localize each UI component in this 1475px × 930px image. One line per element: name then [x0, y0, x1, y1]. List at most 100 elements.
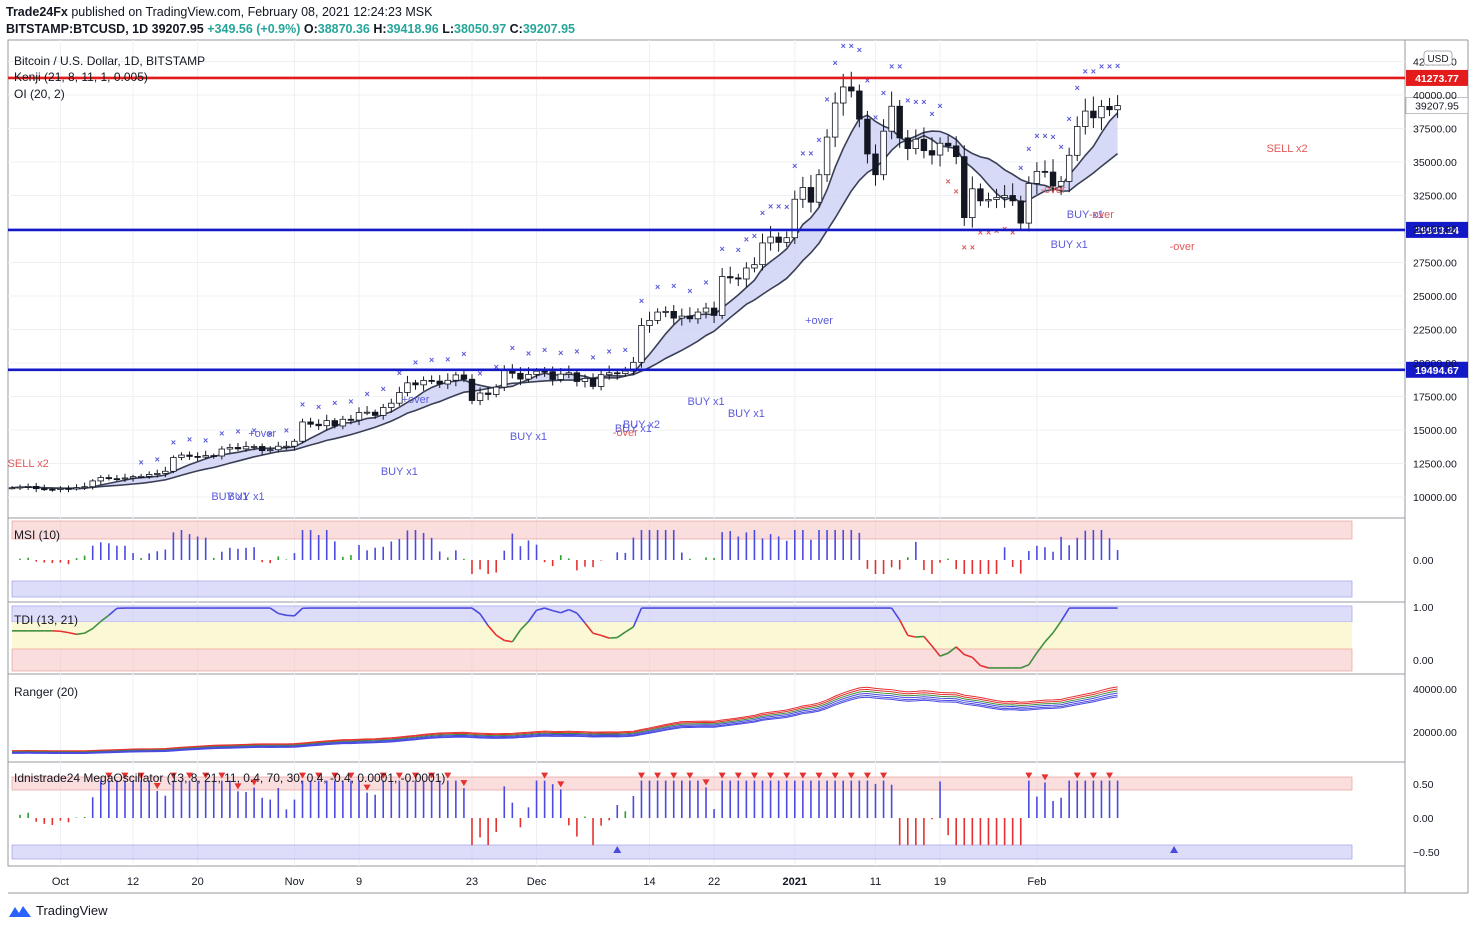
price-axis[interactable]: 10000.00 12500.00 15000.00 17500.00 20000.00… [1413, 57, 1457, 860]
overbought-marker [637, 772, 645, 779]
candle-up [743, 267, 750, 280]
signal-cross-mark: × [849, 41, 854, 51]
signal-cross-mark: × [639, 296, 644, 306]
candle-up [718, 276, 726, 316]
tdi-segment [76, 632, 85, 636]
open-label: O: [303, 22, 318, 36]
candle-up [985, 199, 992, 202]
signal-cross-mark: × [1099, 62, 1104, 72]
signal-cross-mark: × [171, 437, 176, 447]
signal-cross-mark: × [251, 426, 256, 436]
time-tick-label: 9 [356, 876, 362, 888]
currency-label: USD [1427, 54, 1448, 65]
tdi-segment [568, 608, 578, 614]
high-value: 39418.96 [386, 22, 439, 36]
mega-tick-label: 0.00 [1413, 813, 1434, 825]
signal-label: BUY x2 [623, 419, 660, 431]
tdi-segment [624, 626, 634, 633]
signal-cross-mark: × [1042, 131, 1047, 141]
candle-down [1090, 110, 1097, 119]
candle-down [1041, 170, 1049, 173]
candle-up [767, 236, 774, 244]
overbought-marker [218, 772, 226, 779]
candle-up [1001, 195, 1008, 198]
indicator-oi[interactable]: OI (20, 2) [14, 87, 65, 101]
signal-cross-mark: × [937, 101, 942, 111]
candle-up [291, 440, 298, 447]
currency-badge[interactable] [1423, 50, 1453, 66]
tradingview-logo-icon [9, 905, 31, 917]
signal-cross-mark: × [776, 201, 781, 211]
overbought-marker [1073, 772, 1081, 779]
level-price-label: 29933.24 [1415, 225, 1459, 237]
mega-title[interactable]: Idnistrade24 MegaOscillator (13, 8, 21, … [14, 771, 445, 785]
time-axis[interactable]: Oct 12 20 Nov 9 23 Dec 14 22 2021 11 19 Feb [52, 876, 1047, 888]
tdi-segment [92, 620, 102, 630]
candle-up [73, 487, 80, 490]
symbol-info: BITSTAMP:BTCUSD, 1D 39207.95 +349.56 (+0… [6, 22, 575, 36]
close-value: 39207.95 [522, 22, 575, 36]
ranger-line [11, 690, 1118, 753]
overbought-marker [153, 783, 161, 790]
signal-label: -over [1170, 241, 1195, 253]
indicator-kenji[interactable]: Kenji (21, 8, 11, 1, 0.005) [14, 70, 148, 84]
candle-up [1033, 170, 1041, 184]
signal-cross-mark: × [1018, 163, 1023, 173]
signal-label: BUY x1 [728, 408, 765, 420]
signal-cross-mark: × [477, 368, 482, 378]
signal-label: BUY x1 [211, 491, 248, 503]
tdi-segment [471, 607, 481, 615]
signal-cross-mark: × [494, 362, 499, 372]
candle-up [501, 369, 508, 388]
candle-up [250, 446, 258, 448]
candle-down [1049, 171, 1057, 187]
ranger-title[interactable]: Ranger (20) [14, 685, 78, 699]
overbought-marker [137, 772, 145, 779]
pane-frames [7, 39, 1469, 894]
price-tick-label: 15000.00 [1413, 425, 1457, 437]
overbought-marker [121, 772, 129, 779]
candle-down [258, 446, 266, 452]
ranger-tick-label: 40000.00 [1413, 684, 1457, 696]
overbought-marker [250, 779, 258, 786]
tdi-segment [600, 634, 610, 639]
footer-brand[interactable]: TradingView [8, 903, 108, 918]
signal-label: -over [1040, 184, 1065, 196]
candle-up [137, 475, 145, 478]
candle-up [162, 470, 169, 474]
overbought-marker [234, 783, 242, 790]
horizontal-levels[interactable]: 41273.77 29933.24 19494.67 39207.95 [8, 69, 1469, 378]
candle-up [242, 446, 250, 450]
tdi-segment [552, 609, 561, 614]
candle-up [888, 105, 895, 132]
candle-up [969, 188, 976, 219]
time-tick-label: 20 [191, 876, 203, 888]
overbought-marker [444, 772, 452, 779]
tdi-segment [495, 634, 505, 642]
candle-up [831, 102, 839, 138]
candle-up [202, 455, 209, 458]
candle-up [1098, 105, 1105, 119]
overbought-marker [460, 780, 468, 787]
author-name[interactable]: Trade24Fx [6, 5, 68, 19]
signal-cross-mark: × [841, 41, 846, 51]
overbought-marker [654, 772, 662, 779]
tdi-title[interactable]: TDI (13, 21) [14, 613, 78, 627]
candle-up [178, 454, 185, 458]
overbought-marker [831, 772, 839, 779]
chart-title: Bitcoin / U.S. Dollar, 1D, BITSTAMP [14, 54, 205, 68]
oversold-marker [1170, 846, 1179, 853]
tdi-segment [955, 646, 965, 656]
tdi-segment [560, 608, 570, 614]
price-tick-label: 37500.00 [1413, 124, 1457, 136]
signal-cross-mark: × [397, 368, 402, 378]
signal-cross-mark: × [784, 202, 789, 212]
symbol-name[interactable]: BITSTAMP:BTCUSD, 1D [6, 22, 149, 36]
msi-title[interactable]: MSI (10) [14, 528, 60, 542]
candle-up [24, 486, 32, 488]
candle-up [605, 372, 613, 376]
candle-down [49, 488, 56, 491]
signal-label: BUY x1 [381, 466, 418, 478]
